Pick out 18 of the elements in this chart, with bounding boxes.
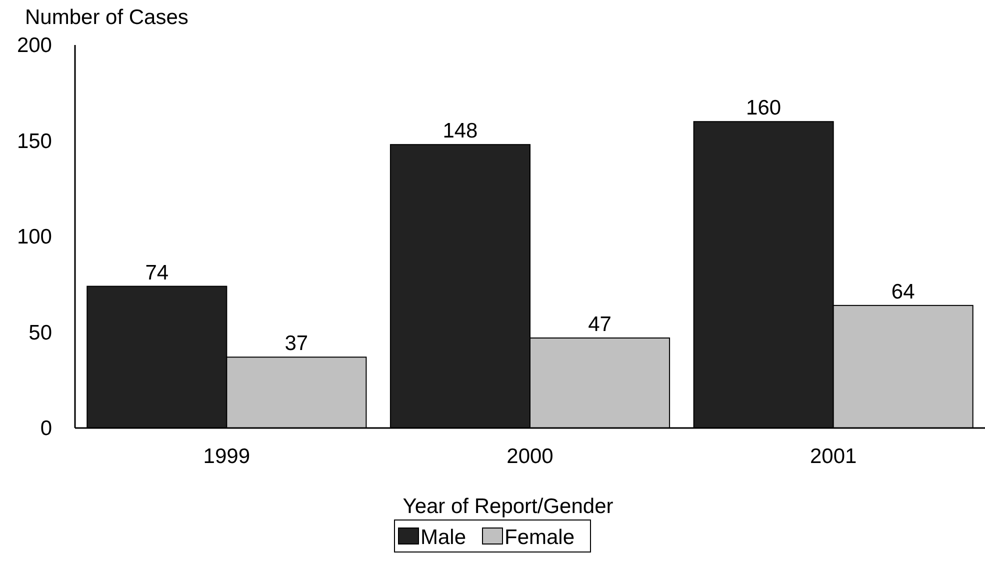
x-axis-title: Year of Report/Gender — [402, 495, 614, 518]
y-tick-label: 50 — [28, 321, 52, 344]
x-tick-label: 1999 — [203, 445, 250, 468]
data-label: 160 — [746, 96, 782, 120]
data-label: 74 — [145, 261, 169, 284]
legend-label: Male — [420, 526, 466, 549]
y-tick-label: 100 — [16, 226, 52, 248]
x-tick-label: 2000 — [506, 445, 554, 468]
y-axis-title: Number of Cases — [25, 6, 188, 29]
y-tick-label: 200 — [16, 34, 52, 57]
data-label: 47 — [588, 312, 612, 336]
data-label: 148 — [442, 120, 478, 143]
y-tick-label: 150 — [16, 130, 52, 153]
y-tick-label: 0 — [40, 417, 52, 440]
legend-label: Female — [504, 526, 575, 549]
x-tick-label: 2001 — [810, 445, 857, 468]
data-label: 64 — [891, 280, 916, 304]
data-label: 37 — [284, 332, 308, 356]
